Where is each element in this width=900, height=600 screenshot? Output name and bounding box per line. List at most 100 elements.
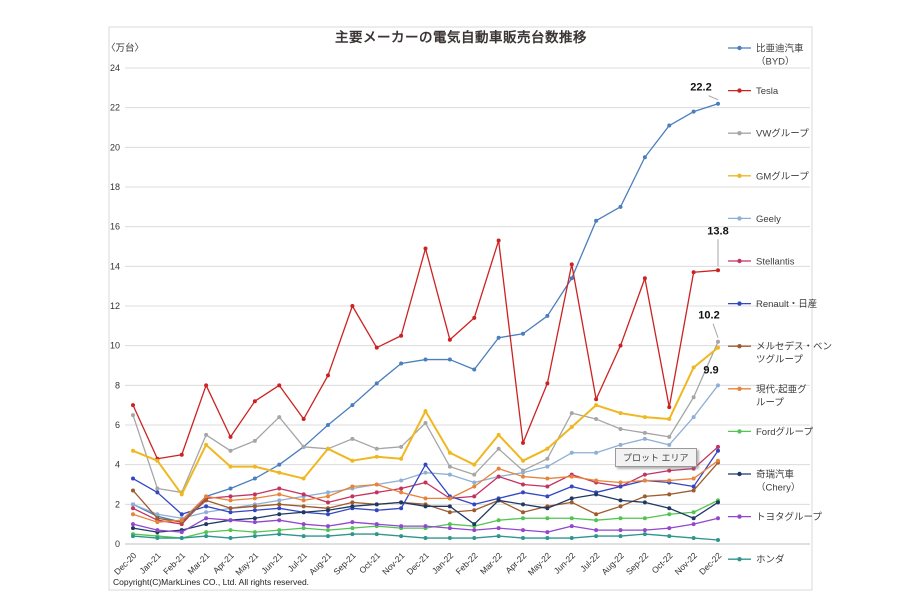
data-point-marker: [716, 538, 720, 543]
data-point-marker: [472, 522, 477, 527]
data-point-marker: [569, 524, 574, 529]
annotation-leader-line: [712, 323, 719, 338]
data-point-marker: [642, 528, 647, 533]
data-point-marker: [569, 450, 574, 455]
data-point-marker: [691, 395, 696, 400]
data-point-marker: [545, 530, 550, 535]
data-point-marker: [423, 357, 428, 362]
data-point-marker: [155, 458, 160, 463]
series-line-1[interactable]: [131, 238, 720, 461]
data-point-marker: [252, 520, 257, 525]
data-point-marker: [301, 526, 306, 531]
data-point-marker: [277, 502, 282, 507]
data-point-marker: [179, 536, 184, 541]
data-point-marker: [204, 510, 209, 515]
series-line-2[interactable]: [131, 339, 720, 495]
data-point-marker: [301, 498, 306, 503]
legend-item-2[interactable]: VWグループ: [728, 128, 809, 140]
legend-marker-dot: [737, 386, 742, 391]
data-point-marker: [521, 482, 525, 487]
legend-label: GMグループ: [756, 170, 809, 182]
y-axis-tick-label: 24: [110, 63, 120, 73]
legend-item-5[interactable]: Stellantis: [728, 257, 795, 268]
data-point-marker: [618, 504, 623, 509]
legend-marker-dot: [737, 344, 742, 349]
data-point-marker: [204, 498, 209, 503]
data-point-marker: [569, 536, 574, 541]
data-point-marker: [228, 536, 233, 541]
legend-marker-dot: [737, 45, 742, 51]
data-point-marker: [423, 246, 428, 251]
data-point-marker: [277, 528, 282, 533]
data-point-marker: [691, 516, 696, 521]
data-point-marker: [374, 446, 379, 451]
data-point-marker: [496, 534, 501, 539]
data-point-marker: [350, 532, 355, 537]
data-point-marker: [642, 155, 647, 160]
y-axis-tick-label: 14: [110, 261, 120, 271]
data-point-marker: [496, 335, 501, 340]
data-point-marker: [618, 204, 623, 209]
data-point-marker: [691, 488, 696, 493]
legend-item-12[interactable]: ホンダ: [728, 554, 785, 566]
data-point-marker: [399, 506, 404, 511]
plot-area-tooltip: プロット エリア: [615, 448, 697, 467]
data-point-marker: [569, 474, 574, 479]
data-point-marker: [521, 528, 525, 533]
series-line-12[interactable]: [131, 532, 720, 543]
data-point-marker: [131, 534, 135, 539]
series-line-11[interactable]: [131, 516, 720, 535]
data-point-marker: [496, 432, 501, 437]
legend-item-10[interactable]: 奇瑞汽車（Chery）: [728, 469, 800, 494]
series-line-8[interactable]: [131, 458, 720, 525]
data-point-marker: [642, 532, 647, 537]
data-point-marker: [301, 522, 306, 527]
data-point-marker: [667, 442, 672, 447]
legend-item-11[interactable]: トヨタグループ: [728, 511, 822, 523]
data-point-marker: [618, 343, 623, 348]
data-point-marker: [691, 415, 696, 420]
data-point-marker: [594, 528, 599, 533]
data-point-marker: [691, 109, 696, 114]
data-point-marker: [667, 534, 672, 539]
data-point-marker: [399, 534, 404, 539]
data-point-marker: [277, 415, 282, 420]
legend-item-9[interactable]: Fordグループ: [728, 426, 813, 438]
data-point-marker: [326, 512, 330, 517]
data-point-marker: [642, 436, 647, 441]
legend-item-0[interactable]: 比亜迪汽車（BYD）: [728, 43, 804, 68]
legend-item-6[interactable]: Renault・日産: [728, 298, 817, 310]
data-point-marker: [252, 496, 257, 501]
data-point-marker: [277, 486, 282, 491]
data-point-marker: [667, 512, 672, 517]
data-point-marker: [131, 506, 135, 511]
data-point-marker: [569, 496, 574, 501]
data-point-marker: [472, 484, 477, 489]
data-point-marker: [642, 516, 647, 521]
data-point-marker: [447, 337, 452, 342]
data-point-marker: [569, 424, 574, 429]
data-point-marker: [350, 484, 355, 489]
legend-label: Geely: [756, 214, 781, 225]
data-point-marker: [691, 466, 696, 471]
series-line-3[interactable]: [131, 345, 720, 497]
legend-item-3[interactable]: GMグループ: [728, 170, 809, 182]
legend-label: ツグループ: [756, 354, 803, 366]
data-point-marker: [642, 415, 647, 420]
data-point-marker: [642, 494, 647, 499]
data-point-marker: [155, 512, 160, 517]
data-point-marker: [374, 381, 379, 386]
data-point-marker: [691, 365, 696, 370]
data-point-marker: [277, 506, 282, 511]
y-axis-tick-label: 4: [115, 460, 120, 470]
annotation-leader-line: [708, 95, 719, 101]
y-axis-tick-label: 2: [115, 499, 120, 509]
y-axis-tick-label: 16: [110, 222, 120, 232]
legend-item-4[interactable]: Geely: [728, 214, 781, 225]
data-point-marker: [301, 504, 306, 509]
legend-item-1[interactable]: Tesla: [728, 86, 779, 97]
data-point-marker: [423, 480, 428, 485]
